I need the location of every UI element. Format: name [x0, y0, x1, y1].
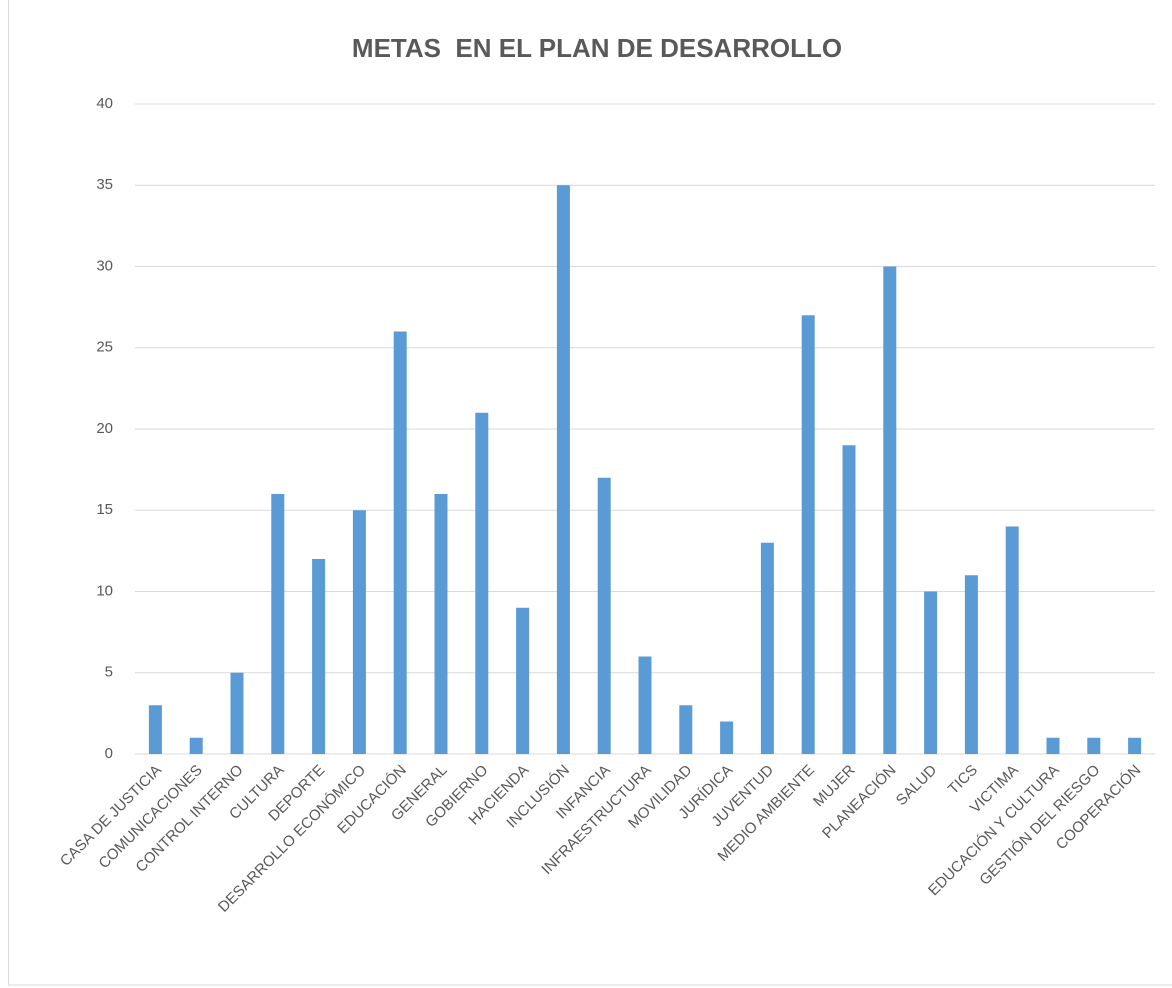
bar — [393, 331, 407, 754]
bar — [638, 656, 652, 754]
bar — [352, 510, 366, 754]
y-tick-label: 25 — [96, 339, 113, 356]
y-tick-label: 20 — [96, 420, 113, 437]
bar — [597, 477, 611, 754]
y-tick-label: 5 — [105, 664, 113, 681]
y-tick-label: 35 — [96, 176, 113, 193]
bar — [679, 705, 693, 754]
bar — [760, 542, 774, 754]
bar — [516, 607, 530, 754]
bar — [189, 737, 203, 754]
bar — [964, 575, 978, 754]
bar — [720, 721, 734, 754]
y-tick-label: 30 — [96, 257, 113, 274]
bar — [475, 412, 489, 754]
bar — [230, 672, 244, 754]
bar — [556, 185, 570, 754]
bar — [924, 591, 938, 754]
y-tick-label: 0 — [105, 745, 113, 762]
y-tick-label: 40 — [96, 95, 113, 112]
bar — [842, 445, 856, 754]
bar — [1046, 737, 1060, 754]
bar — [1128, 737, 1142, 754]
bar — [883, 266, 897, 754]
chart-title: METAS EN EL PLAN DE DESARROLLO — [352, 33, 842, 63]
bar — [801, 315, 815, 754]
bar — [312, 559, 326, 754]
bar — [434, 494, 448, 754]
chart-border — [8, 0, 1172, 986]
bar — [271, 494, 285, 754]
y-tick-label: 15 — [96, 501, 113, 518]
y-tick-label: 10 — [96, 582, 113, 599]
bar — [1087, 737, 1101, 754]
bar — [148, 705, 162, 754]
bar — [1005, 526, 1019, 754]
